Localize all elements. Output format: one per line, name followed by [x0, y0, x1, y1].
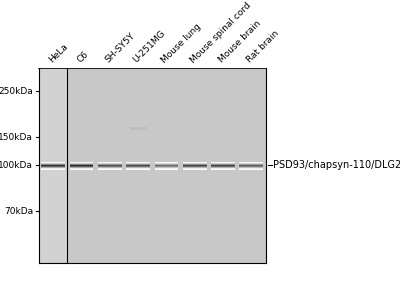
Bar	[130, 127, 146, 130]
Text: Mouse brain: Mouse brain	[217, 19, 262, 65]
Text: C6: C6	[75, 50, 90, 65]
Bar	[240, 162, 263, 163]
Bar	[98, 168, 122, 169]
Bar	[183, 167, 207, 168]
Bar	[98, 164, 122, 165]
Bar	[154, 162, 178, 163]
Bar	[211, 169, 235, 170]
Bar	[211, 164, 235, 165]
Bar	[70, 166, 93, 167]
Bar	[183, 165, 207, 166]
Bar	[98, 165, 122, 166]
Text: U-251MG: U-251MG	[132, 29, 168, 65]
Bar	[70, 164, 93, 165]
Bar	[41, 167, 65, 168]
Bar	[154, 167, 178, 168]
Text: Mouse lung: Mouse lung	[160, 22, 203, 65]
Bar	[154, 165, 178, 166]
Text: PSD93/chapsyn-110/DLG2: PSD93/chapsyn-110/DLG2	[273, 160, 400, 171]
Bar	[70, 163, 93, 164]
Bar	[41, 165, 65, 166]
Bar	[41, 163, 65, 164]
Bar	[41, 164, 65, 165]
Bar	[41, 162, 65, 163]
Bar	[126, 168, 150, 169]
Bar	[70, 165, 93, 166]
Bar	[98, 165, 122, 166]
Bar	[240, 164, 263, 165]
Bar	[154, 164, 178, 165]
Bar	[98, 164, 122, 165]
Bar	[154, 163, 178, 164]
Bar	[154, 166, 178, 167]
Text: SH-SY5Y: SH-SY5Y	[104, 32, 137, 65]
Bar	[154, 168, 178, 169]
Bar	[70, 169, 93, 170]
Bar	[183, 166, 207, 167]
Bar	[211, 164, 235, 165]
Bar	[211, 166, 235, 167]
Bar	[70, 167, 93, 168]
Bar	[126, 164, 150, 165]
Bar	[240, 165, 263, 166]
Text: Mouse spinal cord: Mouse spinal cord	[188, 1, 252, 65]
Bar	[126, 165, 150, 166]
Bar	[240, 169, 263, 170]
Bar	[41, 164, 65, 165]
Bar	[154, 169, 178, 170]
Bar	[41, 169, 65, 170]
Bar	[70, 165, 93, 166]
Bar	[126, 167, 150, 168]
Bar	[41, 168, 65, 169]
Bar	[67, 68, 266, 263]
Text: 100kDa: 100kDa	[0, 161, 33, 170]
Text: 150kDa: 150kDa	[0, 133, 33, 142]
Bar	[240, 167, 263, 168]
Bar	[211, 162, 235, 163]
Bar	[211, 165, 235, 166]
Bar	[240, 168, 263, 169]
Bar	[211, 167, 235, 168]
Bar	[240, 163, 263, 164]
Bar	[41, 165, 65, 166]
Bar	[98, 169, 122, 170]
Bar	[183, 165, 207, 166]
Bar	[183, 162, 207, 163]
Bar	[183, 164, 207, 165]
Bar	[126, 163, 150, 164]
Bar	[39, 68, 67, 263]
Bar	[211, 165, 235, 166]
Bar	[183, 168, 207, 169]
Bar	[126, 165, 150, 166]
Bar	[126, 169, 150, 170]
Bar	[211, 163, 235, 164]
Bar	[126, 162, 150, 163]
Bar	[183, 169, 207, 170]
Bar	[126, 164, 150, 165]
Text: 250kDa: 250kDa	[0, 87, 33, 96]
Bar	[98, 163, 122, 164]
Bar	[98, 166, 122, 167]
Bar	[70, 162, 93, 163]
Bar	[98, 167, 122, 168]
Text: Rat brain: Rat brain	[245, 29, 281, 65]
Bar	[98, 162, 122, 163]
Bar	[41, 166, 65, 167]
Bar	[183, 164, 207, 165]
Bar	[240, 166, 263, 167]
Bar	[183, 163, 207, 164]
Bar	[70, 164, 93, 165]
Bar	[154, 165, 178, 166]
Bar	[126, 166, 150, 167]
Bar	[240, 165, 263, 166]
Bar	[70, 168, 93, 169]
Bar	[154, 164, 178, 165]
Bar	[240, 164, 263, 165]
Text: HeLa: HeLa	[47, 42, 69, 65]
Bar	[211, 168, 235, 169]
Text: 70kDa: 70kDa	[4, 207, 33, 216]
